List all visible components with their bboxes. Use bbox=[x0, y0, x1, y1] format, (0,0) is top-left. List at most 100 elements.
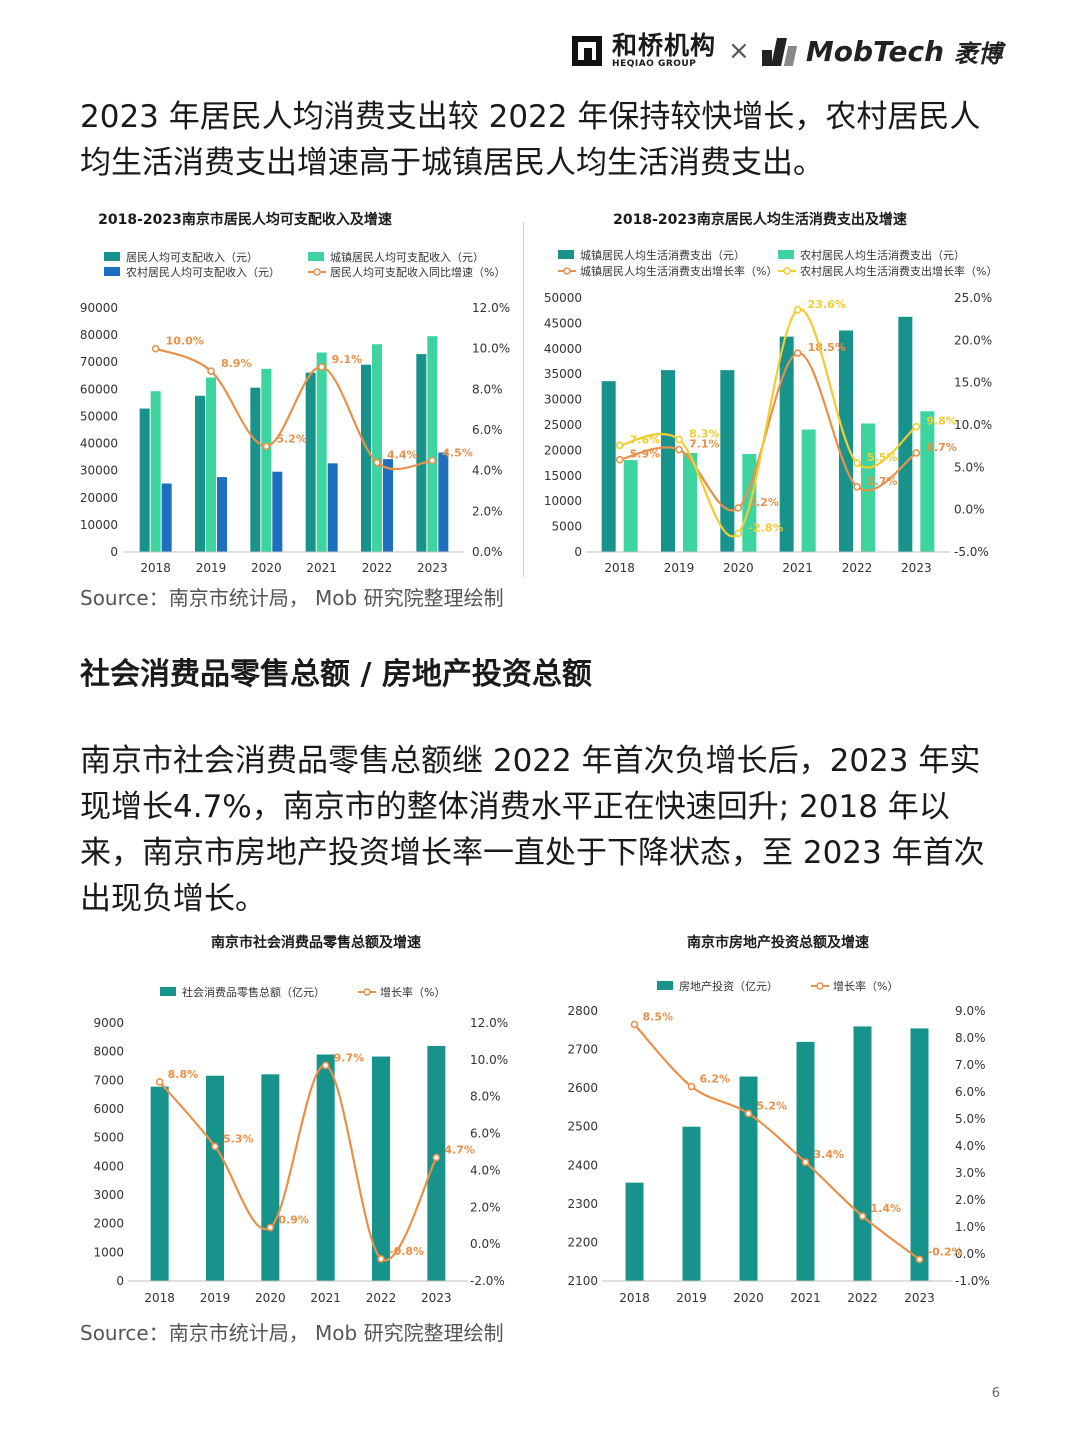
y2-tick-label: 6.0% bbox=[955, 1085, 986, 1099]
y-tick-label: 20000 bbox=[80, 491, 118, 505]
y2-tick-label: 5.0% bbox=[954, 460, 985, 474]
y2-tick-label: 20.0% bbox=[954, 333, 992, 347]
heqiao-wordmark: 和桥机构 HEQIAO GROUP bbox=[612, 33, 716, 69]
y-tick-label: 4000 bbox=[93, 1159, 124, 1173]
data-label: 7.1% bbox=[689, 438, 720, 451]
legend-label: 社会消费品零售总额（亿元） bbox=[182, 985, 325, 999]
y2-tick-label: -5.0% bbox=[954, 545, 989, 559]
mobtech-logo-icon bbox=[761, 36, 797, 66]
legend-swatch-bar bbox=[104, 252, 120, 261]
y2-tick-label: 8.0% bbox=[470, 1090, 501, 1104]
legend-label: 农村居民人均生活消费支出增长率（%） bbox=[800, 264, 997, 278]
y-tick-label: 30000 bbox=[80, 464, 118, 478]
bar bbox=[898, 316, 913, 552]
y2-tick-label: 2.0% bbox=[470, 1200, 501, 1214]
line-point bbox=[687, 1082, 696, 1091]
bar bbox=[910, 1028, 929, 1281]
legend-label: 居民人均可支配收入（元） bbox=[126, 250, 258, 264]
bar bbox=[853, 1026, 872, 1281]
line-point bbox=[630, 1020, 639, 1029]
bar bbox=[739, 1076, 758, 1281]
y-tick-label: 40000 bbox=[544, 342, 582, 356]
x-tick-label: 2023 bbox=[421, 1291, 452, 1305]
bar bbox=[316, 1054, 335, 1281]
heqiao-en: HEQIAO GROUP bbox=[612, 59, 697, 69]
y-tick-label: 70000 bbox=[80, 355, 118, 369]
bar bbox=[261, 1074, 280, 1281]
y-tick-label: 0 bbox=[574, 545, 582, 559]
bar bbox=[195, 395, 205, 552]
section-title: 社会消费品零售总额 / 房地产投资总额 bbox=[80, 657, 592, 692]
y-tick-label: 45000 bbox=[544, 316, 582, 330]
bar bbox=[250, 387, 261, 552]
y2-tick-label: 7.0% bbox=[955, 1058, 986, 1072]
bar bbox=[625, 1182, 644, 1281]
data-label: 6.7% bbox=[926, 441, 957, 454]
legend-label: 城镇居民人均生活消费支出增长率（%） bbox=[580, 264, 777, 278]
y-tick-label: 50000 bbox=[544, 291, 582, 305]
y2-tick-label: 10.0% bbox=[954, 418, 992, 432]
y2-tick-label: 8.0% bbox=[472, 382, 503, 396]
line-point bbox=[428, 456, 437, 465]
bar bbox=[427, 1045, 446, 1281]
x-tick-label: 2018 bbox=[144, 1291, 175, 1305]
data-label: 0.9% bbox=[278, 1214, 309, 1227]
x-tick-label: 2022 bbox=[847, 1291, 878, 1305]
y-tick-label: 40000 bbox=[80, 437, 118, 451]
y2-tick-label: -1.0% bbox=[955, 1274, 990, 1288]
headline-consumption: 2023 年居民人均消费支出较 2022 年保持较快增长，农村居民人均生活消费支… bbox=[80, 99, 981, 181]
mobtech-wordmark: MobTech bbox=[805, 34, 944, 68]
legend-swatch-marker bbox=[816, 982, 824, 990]
page-number: 6 bbox=[991, 1386, 1000, 1401]
line-point bbox=[373, 458, 381, 467]
bar bbox=[161, 483, 172, 552]
line-point bbox=[211, 1142, 219, 1151]
bar bbox=[150, 391, 161, 552]
bar bbox=[139, 408, 150, 552]
x-tick-label: 2022 bbox=[842, 561, 873, 575]
data-label: 1.4% bbox=[871, 1202, 902, 1215]
x-tick-label: 2018 bbox=[619, 1291, 650, 1305]
bar bbox=[206, 1075, 224, 1281]
x-tick-label: 2021 bbox=[310, 1291, 341, 1305]
line-point bbox=[915, 1255, 924, 1264]
x-tick-label: 2023 bbox=[417, 561, 448, 575]
data-label: 4.5% bbox=[442, 447, 473, 460]
line-point bbox=[744, 1109, 753, 1118]
data-label: 23.6% bbox=[808, 298, 846, 311]
data-label: 5.2% bbox=[276, 432, 307, 445]
line-point bbox=[321, 1061, 330, 1070]
y2-tick-label: 0.0% bbox=[472, 545, 503, 559]
y2-tick-label: 4.0% bbox=[470, 1163, 501, 1177]
y-tick-label: 20000 bbox=[544, 443, 582, 457]
y-tick-label: 90000 bbox=[80, 301, 118, 315]
line-point bbox=[615, 441, 624, 450]
line-point bbox=[317, 363, 326, 371]
y-tick-label: 2000 bbox=[93, 1217, 124, 1231]
line-point bbox=[266, 1223, 275, 1232]
y-tick-label: 0 bbox=[110, 545, 118, 559]
y2-tick-label: 2.0% bbox=[955, 1193, 986, 1207]
source-note-bottom: Source：南京市统计局， Mob 研究院整理绘制 bbox=[80, 1321, 504, 1345]
y-tick-label: 2400 bbox=[567, 1158, 598, 1172]
bar bbox=[601, 381, 616, 552]
source-note-top: Source：南京市统计局， Mob 研究院整理绘制 bbox=[80, 586, 504, 610]
legend-swatch-marker bbox=[313, 268, 321, 276]
y-tick-label: 6000 bbox=[93, 1102, 124, 1116]
data-label: 18.5% bbox=[808, 341, 846, 354]
legend-label: 城镇居民人均生活消费支出（元） bbox=[580, 248, 745, 262]
legend-label: 增长率（%） bbox=[380, 985, 445, 999]
y2-tick-label: 5.0% bbox=[955, 1112, 986, 1126]
data-label: 5.5% bbox=[867, 451, 898, 464]
heqiao-cn: 和桥机构 bbox=[612, 31, 717, 60]
bar bbox=[206, 377, 216, 552]
y2-tick-label: 6.0% bbox=[472, 423, 503, 437]
bar bbox=[720, 370, 735, 552]
bar bbox=[683, 452, 697, 552]
x-tick-label: 2019 bbox=[676, 1291, 707, 1305]
data-label: 10.0% bbox=[166, 335, 204, 348]
line-point bbox=[675, 445, 683, 454]
